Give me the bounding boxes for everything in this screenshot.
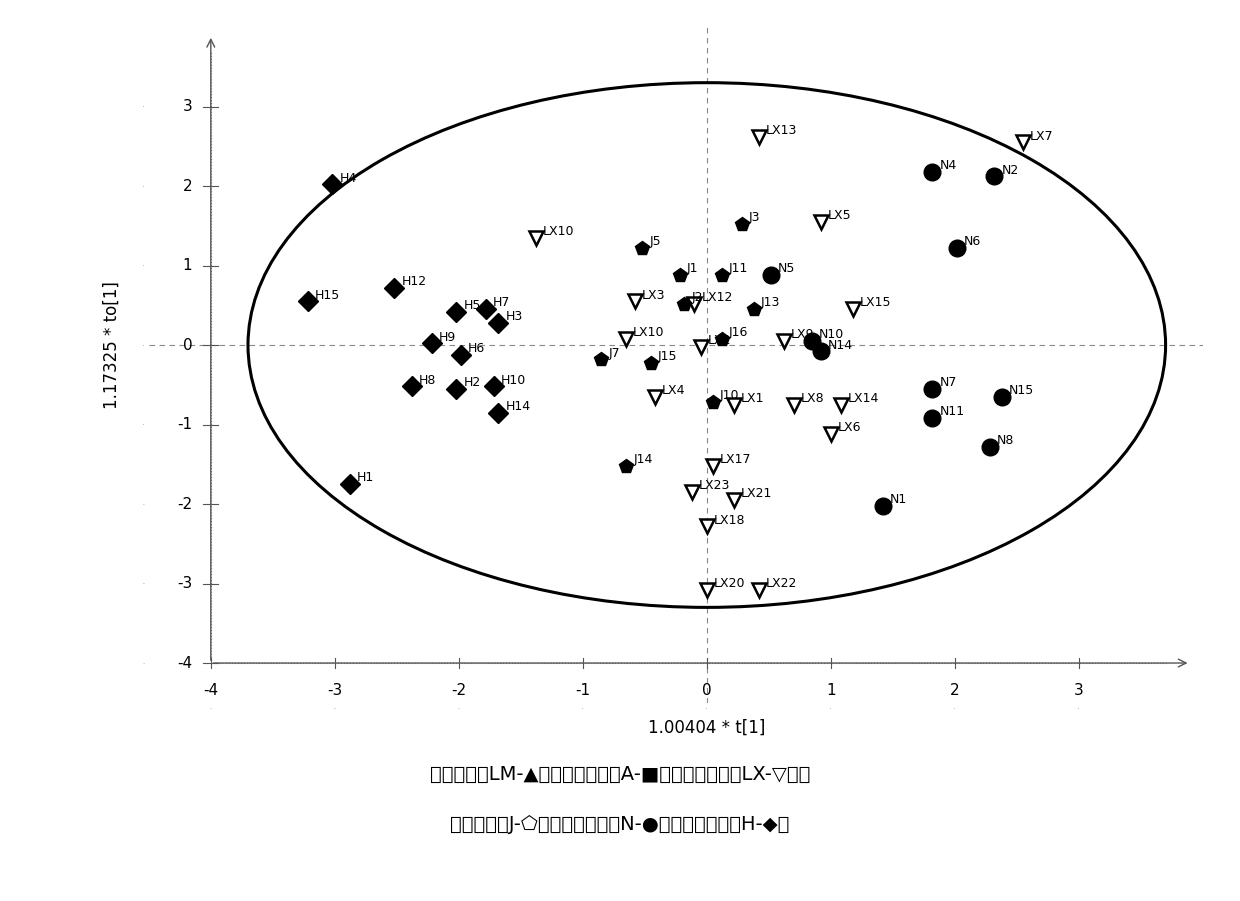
Text: H10: H10 [501, 374, 526, 387]
Text: H5: H5 [464, 299, 481, 312]
Text: 3: 3 [182, 99, 192, 114]
Text: -2: -2 [451, 683, 466, 698]
Text: J13: J13 [761, 296, 780, 309]
Text: LX14: LX14 [848, 392, 879, 405]
Text: 1.17325 * to[1]: 1.17325 * to[1] [103, 281, 120, 409]
Text: N2: N2 [1002, 164, 1019, 177]
Text: H4: H4 [340, 172, 357, 185]
Text: LX23: LX23 [699, 479, 730, 492]
Text: -3: -3 [327, 683, 342, 698]
Text: N10: N10 [820, 328, 844, 341]
Text: J5: J5 [650, 235, 661, 249]
Text: LX8: LX8 [801, 392, 825, 405]
Text: J14: J14 [634, 453, 652, 466]
Text: J7: J7 [609, 347, 620, 359]
Text: 2: 2 [950, 683, 960, 698]
Text: N11: N11 [940, 405, 965, 418]
Text: LX1: LX1 [742, 392, 765, 405]
Text: LX17: LX17 [720, 453, 751, 466]
Text: J2: J2 [692, 291, 703, 304]
Text: H9: H9 [439, 331, 456, 343]
Text: J16: J16 [729, 326, 748, 339]
Text: LX4: LX4 [662, 384, 686, 397]
Text: LX10: LX10 [634, 326, 665, 339]
Text: LX10: LX10 [543, 225, 574, 238]
Text: H6: H6 [469, 341, 486, 355]
Text: LX2: LX2 [708, 334, 732, 347]
Text: J10: J10 [720, 389, 739, 403]
Text: LX20: LX20 [714, 578, 745, 590]
Text: H2: H2 [464, 376, 481, 389]
Text: 2: 2 [182, 178, 192, 194]
Text: J11: J11 [729, 262, 748, 276]
Text: LX21: LX21 [742, 487, 773, 500]
Text: LX5: LX5 [828, 209, 852, 222]
Text: H7: H7 [494, 296, 511, 309]
Text: LX7: LX7 [1030, 130, 1054, 142]
Text: N8: N8 [997, 434, 1014, 447]
Text: 3: 3 [1074, 683, 1084, 698]
Text: H14: H14 [506, 400, 531, 413]
Text: LX9: LX9 [791, 328, 815, 341]
Text: H15: H15 [315, 288, 340, 302]
Text: J3: J3 [749, 212, 760, 224]
Text: LX6: LX6 [838, 422, 862, 434]
Text: N6: N6 [965, 235, 982, 249]
Text: -1: -1 [575, 683, 590, 698]
Text: LX15: LX15 [861, 296, 892, 309]
Text: 1: 1 [182, 258, 192, 273]
Text: LX3: LX3 [642, 288, 666, 302]
Text: LX13: LX13 [766, 124, 797, 137]
Text: LX18: LX18 [714, 514, 745, 526]
Text: J1: J1 [687, 262, 698, 276]
Text: -4: -4 [203, 683, 218, 698]
Text: H3: H3 [506, 310, 523, 323]
Text: N7: N7 [940, 376, 957, 389]
Text: N15: N15 [1009, 384, 1034, 397]
Text: LX12: LX12 [702, 291, 733, 304]
Text: -1: -1 [177, 417, 192, 432]
Text: N4: N4 [940, 159, 957, 172]
Text: 1: 1 [826, 683, 836, 698]
Text: -3: -3 [177, 576, 192, 591]
Text: 郑县红牛（J-⬠）、南阳黄牛（N-●）、日本和牛（H-◆）: 郑县红牛（J-⬠）、南阳黄牛（N-●）、日本和牛（H-◆） [450, 815, 790, 834]
Text: -2: -2 [177, 496, 192, 512]
Text: N14: N14 [828, 339, 853, 351]
Text: 0: 0 [182, 338, 192, 352]
Text: N1: N1 [890, 493, 908, 505]
Text: N5: N5 [779, 262, 796, 276]
Text: H12: H12 [402, 275, 427, 288]
Text: -4: -4 [177, 656, 192, 670]
Text: H1: H1 [357, 471, 374, 485]
Text: LX22: LX22 [766, 578, 797, 590]
Text: 0: 0 [702, 683, 712, 698]
Text: 1.00404 * t[1]: 1.00404 * t[1] [649, 719, 765, 737]
Text: H8: H8 [419, 374, 436, 387]
Text: J15: J15 [658, 350, 677, 363]
Text: 利木赞牛（LM-▲）、安多牼牛（A-■）、鲁西黄牛（LX-▽）、: 利木赞牛（LM-▲）、安多牼牛（A-■）、鲁西黄牛（LX-▽）、 [430, 765, 810, 785]
